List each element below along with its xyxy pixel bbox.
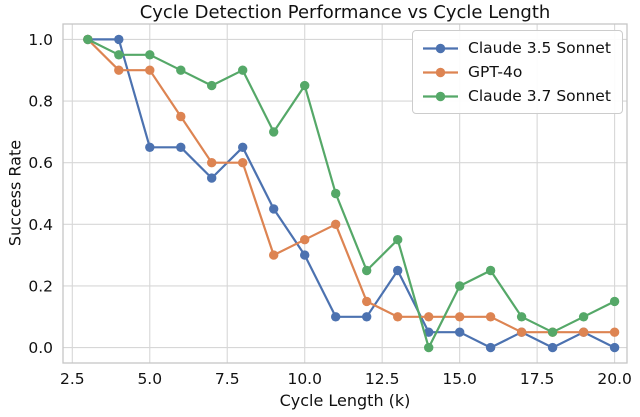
x-tick-label: 5.0 [137,370,162,388]
data-point-gpt-4o [485,312,496,322]
x-tick-label: 12.5 [365,370,400,388]
legend-label: GPT-4o [468,63,523,81]
data-point-gpt-4o [609,327,620,337]
data-point-claude-3-7-sonnet [207,80,217,91]
data-point-claude-3-5-sonnet [238,142,248,152]
data-point-gpt-4o [300,235,310,245]
data-point-claude-3-5-sonnet [424,327,434,337]
data-point-claude-3-7-sonnet [300,80,310,91]
series-line-claude-3-7-sonnet [87,38,616,349]
legend-item: Claude 3.5 Sonnet [422,39,614,57]
x-tick-label: 20.0 [597,370,632,388]
x-tick-label: 7.5 [215,370,240,388]
data-point-claude-3-7-sonnet [516,312,527,322]
data-point-gpt-4o [362,296,372,307]
legend-line-marker-icon [423,67,458,77]
data-point-claude-3-5-sonnet [455,327,465,337]
data-point-gpt-4o [176,111,186,122]
data-point-claude-3-7-sonnet [393,235,403,245]
data-point-claude-3-5-sonnet [114,34,124,45]
data-point-gpt-4o [114,65,124,75]
data-point-claude-3-7-sonnet [424,342,434,353]
data-point-gpt-4o [145,65,155,75]
x-axis-label: Cycle Length (k) [279,391,411,410]
data-point-claude-3-5-sonnet [547,342,558,353]
data-point-claude-3-5-sonnet [485,342,496,353]
data-point-claude-3-5-sonnet [145,142,155,152]
data-point-claude-3-5-sonnet [609,342,620,353]
legend: Claude 3.5 Sonnet GPT-4o Claude 3.7 Sonnet [412,30,623,114]
data-point-gpt-4o [238,158,248,168]
data-point-claude-3-7-sonnet [578,312,589,322]
data-point-claude-3-7-sonnet [145,50,155,60]
data-point-claude-3-7-sonnet [485,265,496,276]
data-point-gpt-4o [424,312,434,322]
y-tick-label: 0.4 [28,216,53,234]
data-point-claude-3-7-sonnet [455,281,465,291]
x-tick-label: 10.0 [287,370,322,388]
data-point-claude-3-5-sonnet [362,312,372,322]
data-point-claude-3-7-sonnet [269,127,279,137]
series-line-gpt-4o [87,38,615,334]
y-tick-label: 0.8 [28,93,53,111]
x-tick-label: 17.5 [520,370,555,388]
legend-item: GPT-4o [422,63,614,81]
chart-title: Cycle Detection Performance vs Cycle Len… [139,2,551,23]
data-point-gpt-4o [455,312,465,322]
x-tick-label: 2.5 [60,370,85,388]
legend-line-marker-icon [423,91,458,101]
data-point-gpt-4o [207,158,217,168]
data-point-gpt-4o [331,219,341,229]
data-point-claude-3-5-sonnet [269,204,279,214]
data-point-claude-3-5-sonnet [331,312,341,322]
data-point-claude-3-7-sonnet [362,265,372,276]
data-point-gpt-4o [393,312,403,322]
x-tick-label: 15.0 [442,370,477,388]
legend-item: Claude 3.7 Sonnet [422,87,614,105]
legend-label: Claude 3.7 Sonnet [468,87,611,105]
data-point-claude-3-7-sonnet [83,34,93,45]
y-tick-label: 0.2 [28,277,53,295]
y-tick-label: 0.0 [28,339,53,357]
data-point-claude-3-7-sonnet [331,188,341,199]
plot-border [62,23,628,364]
data-point-gpt-4o [578,327,589,337]
legend-label: Claude 3.5 Sonnet [468,39,611,57]
y-tick-label: 0.6 [28,154,53,172]
data-point-claude-3-5-sonnet [300,250,310,260]
data-point-claude-3-5-sonnet [176,142,186,152]
legend-line-marker-icon [423,43,458,53]
data-point-claude-3-7-sonnet [114,50,124,60]
data-point-claude-3-5-sonnet [207,173,217,183]
data-point-gpt-4o [269,250,279,260]
data-point-claude-3-7-sonnet [547,327,558,337]
data-point-gpt-4o [516,327,527,337]
data-point-claude-3-5-sonnet [393,265,403,276]
y-tick-label: 1.0 [28,31,53,49]
data-point-claude-3-7-sonnet [609,296,620,307]
series-line-claude-3-5-sonnet [87,38,616,349]
data-point-claude-3-7-sonnet [238,65,248,75]
data-point-claude-3-7-sonnet [176,65,186,75]
